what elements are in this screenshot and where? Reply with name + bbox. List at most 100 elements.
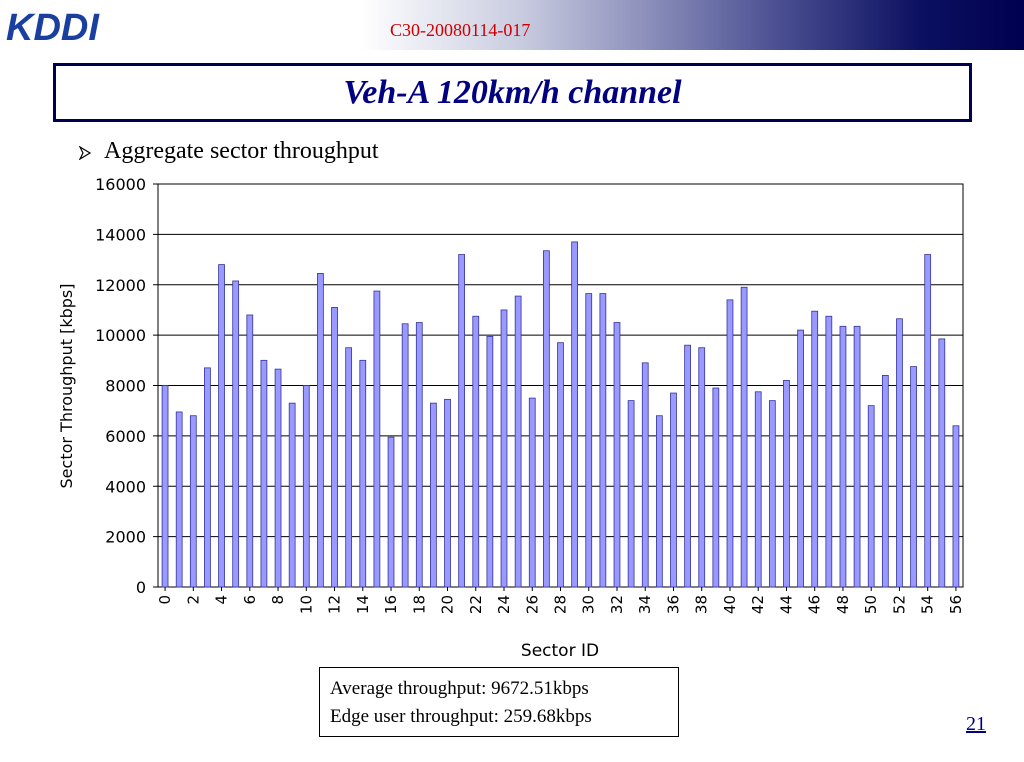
- bar-sector-22: [472, 315, 480, 588]
- y-tick-label: 6000: [105, 427, 146, 446]
- x-tick-label: 56: [947, 595, 965, 614]
- bar-sector-43: [768, 400, 776, 588]
- bar-sector-32: [613, 322, 621, 588]
- x-tick-label: 50: [862, 595, 880, 614]
- bar-sector-28: [557, 342, 564, 588]
- x-tick-label: 30: [580, 595, 598, 614]
- y-tick-label: 10000: [95, 326, 146, 345]
- bar-sector-1: [175, 411, 183, 588]
- bar-sector-42: [754, 391, 762, 588]
- header-bar: [0, 0, 1024, 50]
- x-tick-label: 14: [354, 595, 372, 614]
- bar-sector-6: [246, 314, 254, 588]
- bar-sector-11: [317, 273, 324, 588]
- bar-sector-35: [655, 415, 663, 588]
- bar-sector-33: [627, 400, 635, 588]
- bar-sector-30: [585, 293, 593, 588]
- bar-sector-24: [500, 309, 508, 588]
- x-tick-label: 0: [156, 595, 174, 605]
- bar-sector-27: [543, 250, 550, 588]
- bar-sector-40: [726, 299, 734, 588]
- bar-sector-12: [331, 307, 338, 588]
- bar-sector-19: [430, 402, 437, 588]
- y-tick-label: 12000: [95, 276, 146, 295]
- bar-sector-53: [910, 366, 917, 588]
- bar-sector-55: [938, 338, 946, 588]
- bar-sector-31: [599, 293, 607, 588]
- x-tick-label: 48: [834, 595, 852, 614]
- x-tick-label: 44: [777, 595, 795, 614]
- bar-sector-20: [444, 398, 451, 588]
- x-tick-label: 28: [552, 595, 570, 614]
- y-tick-label: 16000: [95, 175, 146, 194]
- bar-sector-49: [853, 325, 861, 588]
- bar-sector-2: [189, 415, 197, 588]
- x-tick-label: 6: [241, 595, 259, 605]
- bar-sector-45: [797, 329, 804, 588]
- bar-sector-41: [740, 286, 748, 588]
- bar-sector-52: [896, 318, 903, 588]
- y-tick-label: 4000: [105, 477, 146, 496]
- x-tick-label: 2: [184, 595, 202, 605]
- x-tick-label: 8: [269, 595, 287, 605]
- y-tick-label: 0: [136, 578, 146, 597]
- page-number[interactable]: 21: [966, 713, 986, 735]
- bar-sector-8: [274, 368, 282, 588]
- bar-sector-46: [811, 310, 819, 588]
- x-tick-label: 34: [636, 595, 654, 614]
- x-tick-label: 10: [297, 595, 315, 614]
- bars: [161, 241, 960, 588]
- bar-sector-18: [415, 322, 423, 588]
- bar-sector-50: [867, 405, 875, 588]
- x-tick-label: 52: [890, 595, 908, 614]
- bar-sector-39: [712, 387, 720, 588]
- x-tick-label: 32: [608, 595, 626, 614]
- bar-sector-21: [458, 254, 466, 588]
- x-tick-label: 18: [410, 595, 428, 614]
- y-axis-label: Sector Throughput [kbps]: [57, 284, 76, 489]
- bar-sector-13: [345, 347, 353, 588]
- x-tick-label: 54: [919, 595, 937, 614]
- x-tick-label: 4: [213, 595, 231, 605]
- arrow-bullet-icon: [78, 146, 92, 160]
- bar-sector-38: [698, 347, 706, 588]
- y-tick-label: 2000: [105, 528, 146, 547]
- bar-sector-17: [401, 323, 409, 588]
- slide-title: Veh-A 120km/h channel: [343, 74, 682, 111]
- y-tick-label: 8000: [105, 377, 146, 396]
- bar-sector-9: [288, 402, 296, 588]
- bar-sector-36: [670, 392, 677, 588]
- x-tick-label: 46: [806, 595, 824, 614]
- bar-sector-44: [783, 380, 790, 588]
- bar-sector-23: [486, 335, 494, 588]
- bullet-label: Aggregate sector throughput: [104, 138, 379, 164]
- title-box: Veh-A 120km/h channel: [53, 63, 972, 122]
- x-tick-label: 20: [439, 595, 457, 614]
- bar-sector-47: [825, 315, 833, 588]
- document-id: C30-20080114-017: [390, 20, 531, 40]
- summary-box: Average throughput: 9672.51kbps Edge use…: [319, 667, 679, 737]
- bar-sector-54: [924, 254, 932, 588]
- bar-sector-7: [260, 359, 268, 588]
- bar-sector-56: [952, 425, 960, 588]
- bar-sector-51: [881, 375, 889, 588]
- bar-sector-25: [514, 295, 522, 588]
- kddi-logo: KDDI: [6, 7, 100, 46]
- edge-throughput: Edge user throughput: 259.68kbps: [330, 706, 592, 727]
- bar-sector-4: [218, 264, 225, 588]
- bar-sector-3: [204, 367, 211, 588]
- x-tick-label: 22: [467, 595, 485, 614]
- bar-sector-34: [641, 362, 649, 588]
- bar-sector-26: [528, 397, 536, 588]
- logo-text: KDDI: [6, 7, 100, 46]
- bar-sector-0: [161, 385, 169, 588]
- bar-sector-48: [839, 325, 847, 588]
- x-tick-label: 40: [721, 595, 739, 614]
- average-throughput: Average throughput: 9672.51kbps: [330, 678, 589, 699]
- y-tick-label: 14000: [95, 225, 146, 244]
- x-tick-label: 12: [326, 595, 344, 614]
- x-tick-label: 42: [749, 595, 767, 614]
- bar-sector-10: [302, 385, 310, 588]
